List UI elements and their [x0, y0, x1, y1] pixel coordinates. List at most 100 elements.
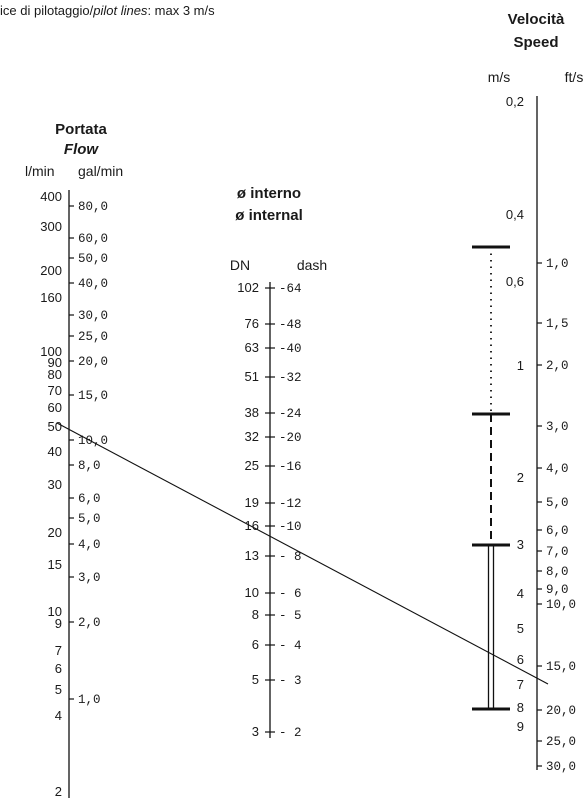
diameter-dn-label: 76	[245, 316, 259, 331]
speed-ms-label: 7	[517, 677, 524, 692]
flow-gpm-label: 1,0	[78, 693, 101, 707]
speed-range-bars	[472, 245, 510, 711]
diameter-unit-dn: DN	[230, 257, 250, 273]
diameter-dn-label: 51	[245, 369, 259, 384]
diameter-dash-label: - 5	[279, 609, 302, 623]
speed-ms-label: 4	[517, 586, 524, 601]
flow-gpm-label: 15,0	[78, 389, 108, 403]
diameter-dash-label: -48	[279, 318, 302, 332]
flow-lpm-label: 90	[48, 355, 62, 370]
flow-gpm-label: 25,0	[78, 330, 108, 344]
flow-gpm-label: 8,0	[78, 459, 101, 473]
diameter-dn-label: 19	[245, 495, 259, 510]
diameter-dn-label: 5	[252, 672, 259, 687]
flow-lpm-label: 2	[55, 784, 62, 798]
speed-fts-label: 1,0	[546, 257, 569, 271]
flow-lpm-label: 5	[55, 682, 62, 697]
diameter-dash-label: - 2	[279, 726, 302, 740]
diameter-title-it: ø interno	[237, 185, 301, 202]
speed-fts-label: 7,0	[546, 545, 569, 559]
speed-ms-label: 8	[517, 700, 524, 715]
flow-gpm-label: 60,0	[78, 232, 108, 246]
speed-unit-ms: m/s	[488, 69, 511, 85]
diameter-dn-label: 6	[252, 637, 259, 652]
diameter-title-en: ø internal	[235, 207, 303, 224]
speed-fts-label: 5,0	[546, 496, 569, 510]
diameter-unit-dash: dash	[297, 257, 327, 273]
speed-fts-label: 9,0	[546, 583, 569, 597]
diameter-dash-label: -20	[279, 431, 302, 445]
flow-lpm-label: 300	[40, 219, 62, 234]
diameter-dash-label: - 3	[279, 674, 302, 688]
flow-gpm-label: 4,0	[78, 538, 101, 552]
flow-subtitle: Flow	[64, 141, 99, 158]
flow-lpm-label: 15	[48, 557, 62, 572]
diameter-dash-label: -10	[279, 520, 302, 534]
diameter-dn-label: 13	[245, 548, 259, 563]
diameter-dash-label: - 6	[279, 587, 302, 601]
diameter-dn-label: 8	[252, 607, 259, 622]
flow-lpm-label: 160	[40, 290, 62, 305]
flow-lpm-label: 30	[48, 477, 62, 492]
speed-ms-label: 0,2	[506, 94, 524, 109]
speed-fts-label: 15,0	[546, 660, 576, 674]
speed-fts-label: 8,0	[546, 565, 569, 579]
flow-gpm-label: 3,0	[78, 571, 101, 585]
diameter-dash-label: -24	[279, 407, 302, 421]
flow-gpm-label: 10,0	[78, 434, 108, 448]
flow-lpm-label: 50	[48, 419, 62, 434]
speed-ms-label: 1	[517, 358, 524, 373]
speed-fts-label: 3,0	[546, 420, 569, 434]
flow-lpm-label: 80	[48, 367, 62, 382]
speed-ms-label: 5	[517, 621, 524, 636]
speed-title-it: Velocità	[508, 11, 565, 28]
speed-ms-label: 3	[517, 537, 524, 552]
flow-title: Portata	[55, 121, 107, 138]
diameter-dn-label: 38	[245, 405, 259, 420]
diameter-dn-label: 10	[245, 585, 259, 600]
speed-ms-label: 9	[517, 719, 524, 734]
diameter-dn-label: 102	[237, 280, 259, 295]
flow-gpm-label: 20,0	[78, 355, 108, 369]
speed-fts-label: 1,5	[546, 317, 569, 331]
flow-gpm-label: 5,0	[78, 512, 101, 526]
flow-lpm-label: 70	[48, 383, 62, 398]
flow-lpm-label: 100	[40, 344, 62, 359]
example-reading-line	[56, 422, 549, 685]
flow-gpm-label: 30,0	[78, 309, 108, 323]
diameter-dn-label: 63	[245, 340, 259, 355]
speed-fts-label: 30,0	[546, 760, 576, 774]
flow-gpm-label: 2,0	[78, 616, 101, 630]
flow-lpm-label: 40	[48, 444, 62, 459]
speed-ms-label: 6	[517, 652, 524, 667]
speed-ms-label: 0,4	[506, 207, 524, 222]
diameter-dash-label: -16	[279, 460, 302, 474]
speed-fts-label: 4,0	[546, 462, 569, 476]
speed-title-en: Speed	[513, 34, 558, 51]
flow-unit-gpm: gal/min	[78, 163, 123, 179]
diameter-dn-label: 25	[245, 458, 259, 473]
flow-gpm-label: 40,0	[78, 277, 108, 291]
flow-gpm-label: 50,0	[78, 252, 108, 266]
speed-fts-label: 2,0	[546, 359, 569, 373]
diameter-dn-label: 16	[245, 518, 259, 533]
speed-ms-label: 0,6	[506, 274, 524, 289]
flow-lpm-label: 6	[55, 661, 62, 676]
flow-lpm-label: 9	[55, 616, 62, 631]
speed-fts-label: 10,0	[546, 598, 576, 612]
diameter-dash-label: -64	[279, 282, 302, 296]
diameter-dash-label: - 8	[279, 550, 302, 564]
speed-fts-label: 6,0	[546, 524, 569, 538]
diameter-dash-label: -40	[279, 342, 302, 356]
pilot-line-note: ice di pilotaggio/pilot lines: max 3 m/s	[0, 3, 215, 18]
speed-ms-label: 2	[517, 470, 524, 485]
flow-lpm-label: 4	[55, 708, 62, 723]
flow-lpm-label: 20	[48, 525, 62, 540]
diameter-dash-label: -12	[279, 497, 302, 511]
flow-lpm-label: 10	[48, 604, 62, 619]
flow-lpm-label: 400	[40, 189, 62, 204]
diameter-dash-label: -32	[279, 371, 302, 385]
flow-gpm-label: 80,0	[78, 200, 108, 214]
speed-fts-label: 20,0	[546, 704, 576, 718]
